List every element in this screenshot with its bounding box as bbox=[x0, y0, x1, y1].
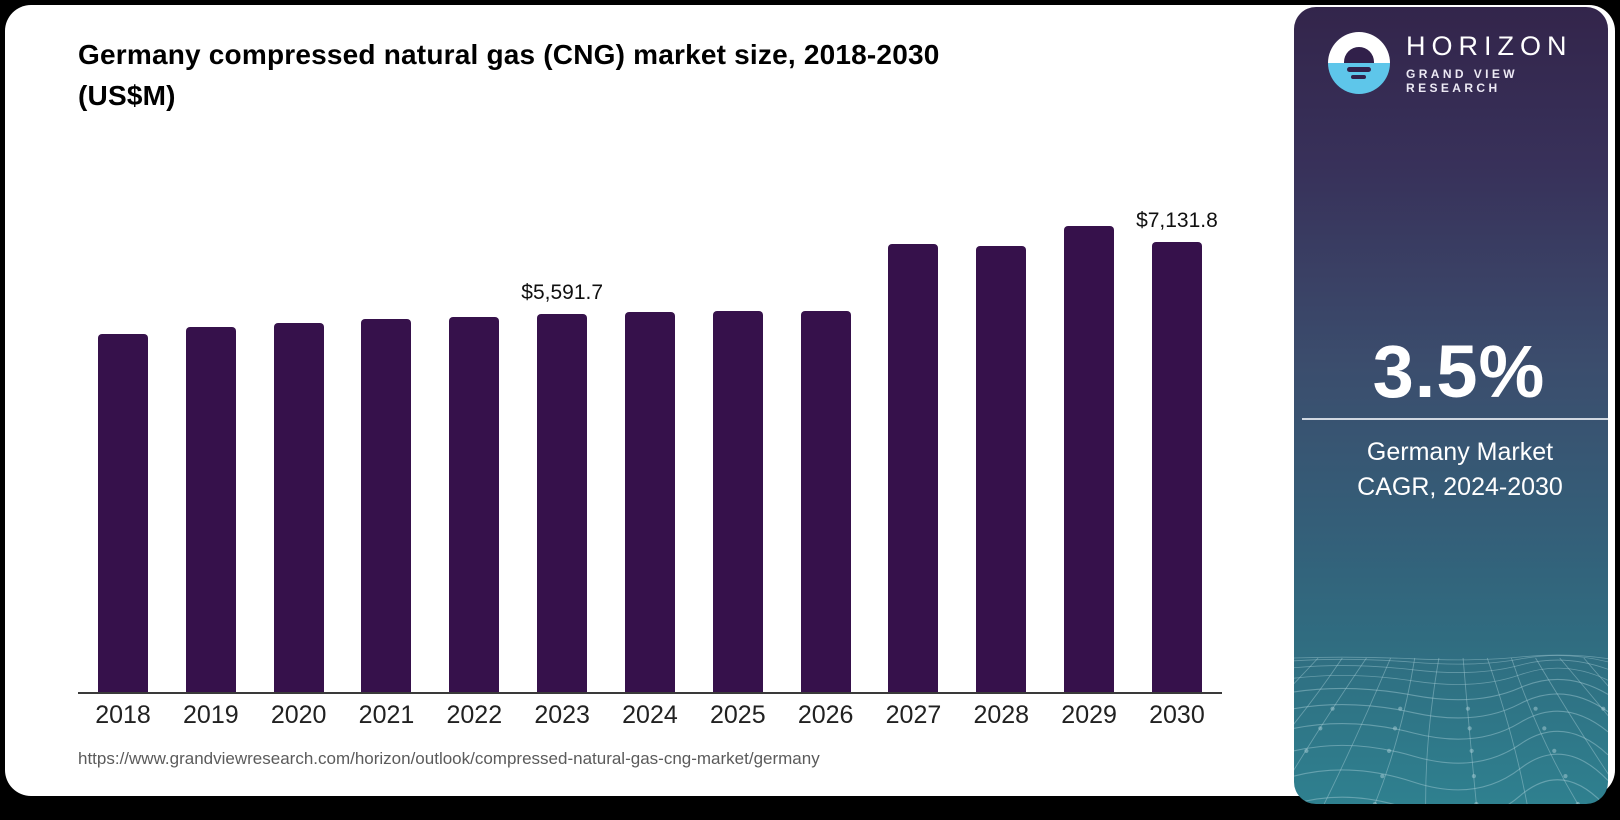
x-tick-2022: 2022 bbox=[446, 701, 503, 729]
cagr-value: 3.5% bbox=[1372, 330, 1546, 413]
source-url: https://www.grandviewresearch.com/horizo… bbox=[78, 749, 820, 768]
bar-chart: $5,591.7 $7,131.8 bbox=[98, 209, 1218, 693]
x-tick-2025: 2025 bbox=[709, 701, 766, 729]
bar-2027 bbox=[888, 209, 939, 693]
chart-title-main: Germany compressed natural gas (CNG) mar… bbox=[78, 39, 940, 70]
horizon-sun-icon bbox=[1328, 32, 1390, 94]
x-tick-2023: 2023 bbox=[534, 701, 590, 729]
brand-panel: HORIZON GRAND VIEW RESEARCH 3.5% Germany… bbox=[1294, 7, 1608, 804]
bar-2022 bbox=[449, 209, 500, 693]
x-tick-2019: 2019 bbox=[183, 701, 239, 729]
x-tick-2018: 2018 bbox=[95, 701, 151, 729]
bar-2019 bbox=[185, 209, 236, 693]
x-axis-line bbox=[78, 692, 1222, 694]
x-tick-2029: 2029 bbox=[1061, 701, 1117, 729]
cagr-caption: Germany Market CAGR, 2024-2030 bbox=[1357, 438, 1563, 501]
chart-title: Germany compressed natural gas (CNG) mar… bbox=[78, 34, 1083, 116]
x-tick-2024: 2024 bbox=[622, 701, 678, 729]
bar-value-label-2030: $7,131.8 bbox=[1136, 209, 1218, 232]
bar-2020 bbox=[273, 209, 324, 693]
chart-title-units: (US$M) bbox=[78, 80, 176, 111]
bar-2028 bbox=[976, 209, 1027, 693]
bar-2024 bbox=[624, 209, 675, 693]
brand-name: HORIZON bbox=[1406, 31, 1573, 61]
x-tick-2020: 2020 bbox=[270, 701, 327, 729]
x-tick-2028: 2028 bbox=[973, 701, 1030, 729]
x-tick-2030: 2030 bbox=[1149, 701, 1205, 729]
brand-wordmark: HORIZON GRAND VIEW RESEARCH bbox=[1406, 31, 1608, 95]
bar-2018 bbox=[98, 209, 148, 693]
x-tick-2021: 2021 bbox=[358, 701, 415, 729]
bar-2029 bbox=[1064, 209, 1115, 693]
x-tick-2027: 2027 bbox=[885, 701, 942, 729]
bar-2025 bbox=[712, 209, 763, 693]
bar-value-label-2023: $5,591.7 bbox=[521, 280, 604, 304]
bar-2023: $5,591.7 bbox=[521, 209, 603, 693]
brand-logo: HORIZON GRAND VIEW RESEARCH bbox=[1328, 31, 1608, 95]
cagr-divider bbox=[1302, 418, 1608, 420]
x-axis-labels: 2018 2019 2020 2021 2022 2023 2024 2025 2026 2027… bbox=[95, 701, 1205, 730]
bar-2030: $7,131.8 bbox=[1136, 209, 1218, 693]
brand-subname: GRAND VIEW RESEARCH bbox=[1406, 67, 1518, 95]
x-tick-2026: 2026 bbox=[797, 701, 854, 729]
wireframe-mesh-decoration bbox=[1294, 654, 1608, 804]
bar-2021 bbox=[361, 209, 412, 693]
bar-2026 bbox=[800, 209, 851, 693]
